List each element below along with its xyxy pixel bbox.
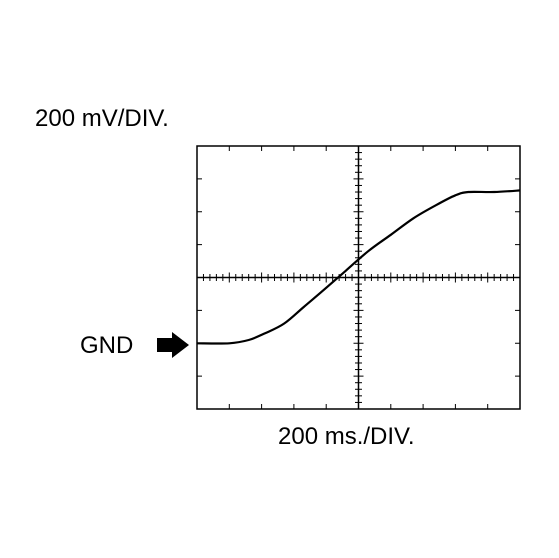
waveform-trace-0 bbox=[196, 189, 521, 345]
vertical-scale-label: 200 mV/DIV. bbox=[35, 105, 169, 132]
waveform-traces bbox=[196, 189, 521, 345]
gnd-arrow-icon bbox=[157, 332, 189, 358]
gnd-label: GND bbox=[80, 332, 134, 359]
horizontal-scale-label: 200 ms./DIV. bbox=[278, 423, 415, 450]
